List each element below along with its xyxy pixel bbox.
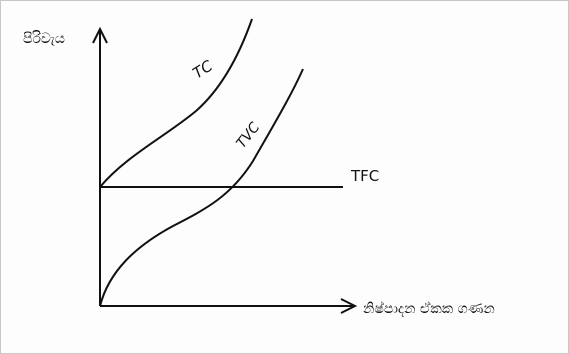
y-axis-arrow	[92, 26, 108, 44]
x-axis-label: නිෂ්පාදන ඒකක ගණන	[363, 301, 495, 317]
x-axis-arrow	[340, 298, 358, 314]
tc-label: TC	[190, 56, 217, 82]
tc-curve	[99, 18, 253, 188]
tvc-curve	[99, 68, 304, 307]
tfc-label: TFC	[350, 167, 379, 185]
tvc-label: TVC	[234, 119, 264, 151]
y-axis-label: පිරිවැය	[23, 31, 65, 47]
